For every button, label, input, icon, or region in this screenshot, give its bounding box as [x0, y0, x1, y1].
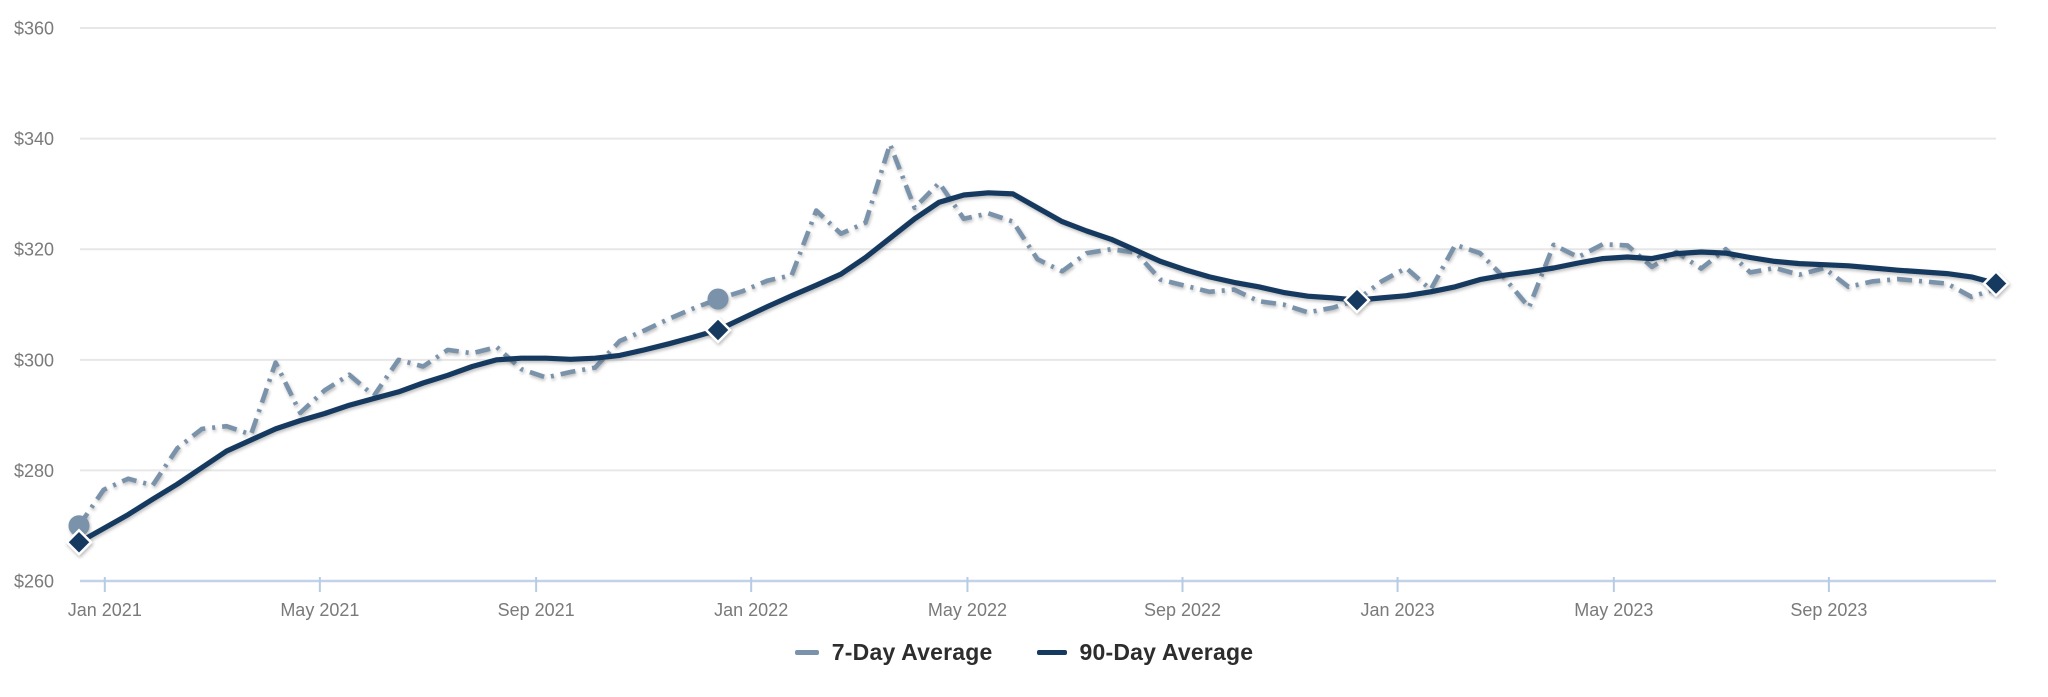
x-axis-tick-label: May 2021 — [280, 600, 359, 620]
x-axis-tick-label: Jan 2021 — [68, 600, 142, 620]
series-7day-markers — [68, 288, 729, 537]
chart-plot-area[interactable]: $360 $340 $320 $300 $280 $260 Jan 2021 May 2021… — [0, 0, 2048, 632]
diamond-marker-icon[interactable] — [65, 528, 93, 557]
legend-label-90day-average: 90-Day Average — [1079, 639, 1254, 665]
diamond-marker-icon[interactable] — [704, 316, 732, 344]
y-axis-tick-label: $360 — [14, 19, 54, 39]
y-axis-tick-label: $260 — [14, 572, 54, 592]
x-axis-tick-label: Sep 2021 — [498, 600, 575, 620]
90day-average-line-swatch-icon — [1036, 650, 1067, 655]
series-90day-average-line[interactable] — [76, 190, 1999, 545]
7day-average-line-swatch-icon — [794, 650, 819, 655]
x-axis-tick-label: Jan 2022 — [714, 600, 788, 620]
x-axis-tick-label: Sep 2022 — [1144, 600, 1221, 620]
legend-item-90day-average[interactable]: 90-Day Average — [1036, 639, 1254, 666]
legend-label-7day-average: 7-Day Average — [831, 639, 993, 665]
legend-item-7day-average[interactable]: 7-Day Average — [794, 639, 993, 666]
x-axis-tick-label: Jan 2023 — [1361, 600, 1435, 620]
diamond-marker-icon[interactable] — [1982, 269, 2010, 298]
gridlines — [80, 27, 1996, 472]
circle-marker-icon[interactable] — [68, 515, 90, 537]
x-axis-tick-label: May 2022 — [928, 600, 1007, 620]
x-axis: Jan 2021 May 2021 Sep 2021 Jan 2022 May 2022… — [68, 577, 1996, 620]
y-axis-labels: $360 $340 $320 $300 $280 $260 — [14, 19, 54, 592]
x-axis-tick-label: May 2023 — [1574, 600, 1653, 620]
circle-marker-icon[interactable] — [707, 288, 729, 310]
y-axis-tick-label: $340 — [14, 129, 54, 149]
series-90day-markers — [65, 269, 2010, 557]
x-axis-tick-label: Sep 2023 — [1790, 600, 1867, 620]
diamond-marker-icon[interactable] — [1343, 286, 1371, 314]
series-7day-average-line[interactable] — [77, 141, 1997, 528]
chart-legend: 7-Day Average 90-Day Average — [0, 639, 2048, 666]
y-axis-tick-label: $300 — [14, 350, 54, 370]
y-axis-tick-label: $280 — [14, 461, 54, 481]
y-axis-tick-label: $320 — [14, 240, 54, 260]
